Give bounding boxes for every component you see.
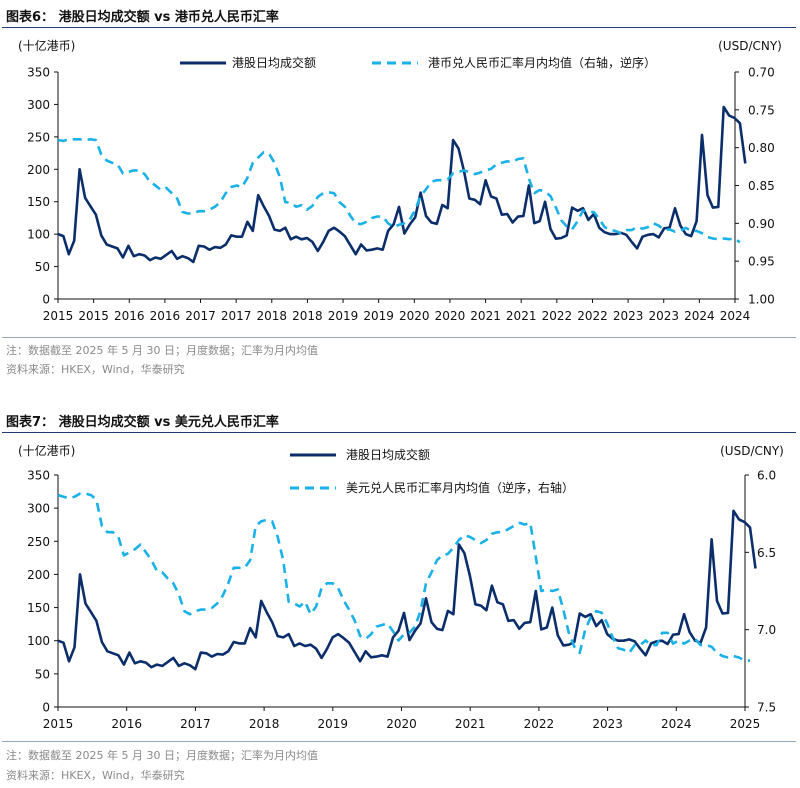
left-tick-label: 150	[27, 601, 50, 615]
x-tick-label: 2021	[506, 309, 537, 323]
figure2-title-rule	[2, 432, 796, 433]
x-tick-label: 2023	[648, 309, 679, 323]
figure1-source: 资料来源：HKEX，Wind，华泰研究	[6, 363, 185, 376]
figure2-bottom-rule	[2, 741, 796, 742]
left-tick-label: 50	[35, 260, 50, 274]
figure1-title: 图表6： 港股日均成交额 vs 港币兑人民币汇率	[6, 10, 279, 25]
figure1-bottom-rule	[2, 337, 796, 338]
right-tick-label: 0.95	[748, 255, 775, 269]
left-tick-label: 350	[27, 66, 50, 80]
legend-label: 美元兑人民币汇率月内均值（逆序，右轴）	[346, 480, 574, 495]
x-tick-label: 2021	[455, 717, 486, 731]
figure2-title: 图表7： 港股日均成交额 vs 美元兑人民币汇率	[6, 415, 279, 430]
left-axis-unit: (十亿港币)	[18, 443, 75, 458]
legend-label: 港币兑人民币汇率月内均值（右轴，逆序）	[428, 55, 656, 70]
x-tick-label: 2015	[43, 309, 74, 323]
right-tick-label: 6.0	[757, 469, 776, 483]
x-tick-label: 2018	[249, 717, 280, 731]
left-tick-label: 0	[42, 701, 50, 715]
x-tick-label: 2019	[318, 717, 349, 731]
left-tick-label: 300	[27, 502, 50, 516]
x-tick-label: 2020	[435, 309, 466, 323]
left-tick-label: 0	[42, 293, 50, 307]
right-axis-unit: (USD/CNY)	[720, 444, 784, 458]
legend-label: 港股日均成交额	[346, 447, 430, 462]
left-axis-unit: (十亿港币)	[18, 38, 75, 53]
left-tick-label: 200	[27, 163, 50, 177]
x-tick-label: 2019	[363, 309, 394, 323]
x-tick-label: 2022	[577, 309, 608, 323]
x-tick-label: 2020	[399, 309, 430, 323]
left-tick-label: 150	[27, 195, 50, 209]
x-tick-label: 2021	[470, 309, 501, 323]
left-tick-label: 350	[27, 469, 50, 483]
x-tick-label: 2024	[720, 309, 751, 323]
figure1-note: 注：数据截至 2025 年 5 月 30 日；月度数据；汇率为月内均值	[6, 344, 318, 357]
x-tick-label: 2022	[542, 309, 573, 323]
right-tick-label: 0.85	[748, 179, 775, 193]
right-tick-label: 6.5	[757, 546, 776, 560]
turnover-series-line	[57, 105, 747, 264]
right-tick-label: 0.75	[748, 103, 775, 117]
turnover-series-line	[57, 509, 757, 671]
fx-series-line	[57, 492, 750, 662]
x-tick-label: 2016	[111, 717, 142, 731]
x-tick-label: 2017	[185, 309, 216, 323]
hk-turnover-vs-hkdcny-chart: (十亿港币) (USD/CNY) 0 50 100 150 200 250 300 350 0.70…	[18, 38, 782, 323]
figure2-note: 注：数据截至 2025 年 5 月 30 日；月度数据；汇率为月内均值	[6, 749, 318, 762]
left-tick-label: 50	[35, 667, 50, 681]
right-axis-unit: (USD/CNY)	[718, 39, 782, 53]
x-tick-label: 2023	[592, 717, 623, 731]
x-tick-label: 2022	[524, 717, 555, 731]
x-tick-label: 2025	[730, 717, 761, 731]
right-tick-label: 0.70	[748, 66, 775, 80]
figure2-source: 资料来源：HKEX，Wind，华泰研究	[6, 769, 185, 782]
x-tick-label: 2016	[114, 309, 145, 323]
right-tick-label: 1.00	[748, 293, 775, 307]
legend-label: 港股日均成交额	[232, 55, 316, 70]
right-tick-label: 0.90	[748, 217, 775, 231]
x-tick-label: 2017	[180, 717, 211, 731]
right-tick-label: 7.5	[757, 701, 776, 715]
figure1-title-rule	[2, 27, 796, 28]
x-tick-label: 2023	[613, 309, 644, 323]
left-tick-label: 200	[27, 568, 50, 582]
x-tick-label: 2024	[684, 309, 715, 323]
x-tick-label: 2018	[292, 309, 323, 323]
left-tick-label: 250	[27, 130, 50, 144]
x-tick-label: 2017	[221, 309, 252, 323]
x-tick-label: 2015	[78, 309, 109, 323]
x-tick-label: 2015	[43, 717, 74, 731]
x-tick-label: 2024	[661, 717, 692, 731]
x-tick-label: 2018	[257, 309, 288, 323]
hk-turnover-vs-usdcny-chart: (十亿港币) (USD/CNY) 0 50 100 150 200 250 300 350 6.0 6…	[18, 443, 784, 731]
x-tick-label: 2020	[386, 717, 417, 731]
right-tick-label: 7.0	[757, 623, 776, 637]
x-tick-label: 2019	[328, 309, 359, 323]
right-tick-label: 0.80	[748, 141, 775, 155]
fx-series-line	[57, 138, 741, 244]
left-tick-label: 100	[27, 634, 50, 648]
left-tick-label: 100	[27, 228, 50, 242]
left-tick-label: 250	[27, 535, 50, 549]
left-tick-label: 300	[27, 98, 50, 112]
x-tick-label: 2016	[150, 309, 181, 323]
